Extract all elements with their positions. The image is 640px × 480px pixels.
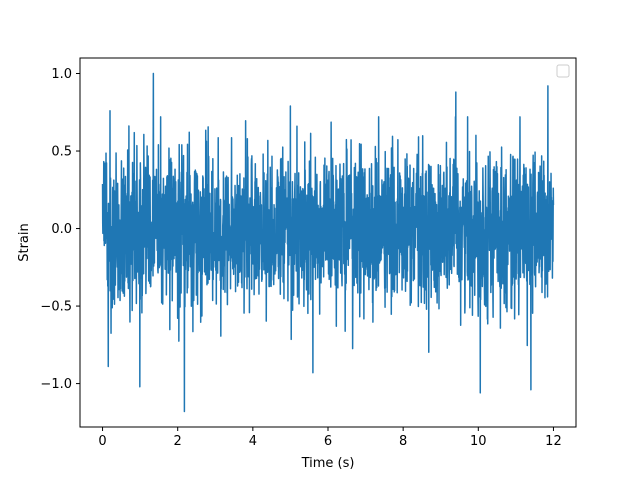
y-tick-label: −1.0 (40, 377, 72, 392)
y-tick-label: 1.0 (51, 67, 72, 82)
x-tick-label: 10 (470, 434, 487, 449)
x-tick-label: 8 (399, 434, 407, 449)
strain-series-line (101, 72, 555, 413)
x-tick-label: 4 (249, 434, 257, 449)
y-tick-label: 0.5 (51, 145, 72, 160)
series-layer (101, 72, 555, 413)
y-axis: −1.0 −0.5 0.0 0.5 1.0 (40, 67, 80, 392)
x-tick-label: 0 (98, 434, 106, 449)
x-axis: 0 2 4 6 8 10 12 (98, 427, 562, 449)
y-tick-label: 0.0 (51, 222, 72, 237)
y-tick-label: −0.5 (40, 300, 72, 315)
x-tick-label: 12 (545, 434, 562, 449)
y-axis-label: Strain (17, 223, 32, 262)
x-tick-label: 2 (174, 434, 182, 449)
x-tick-label: 6 (324, 434, 332, 449)
legend-box (556, 64, 570, 78)
x-axis-label: Time (s) (301, 456, 355, 471)
